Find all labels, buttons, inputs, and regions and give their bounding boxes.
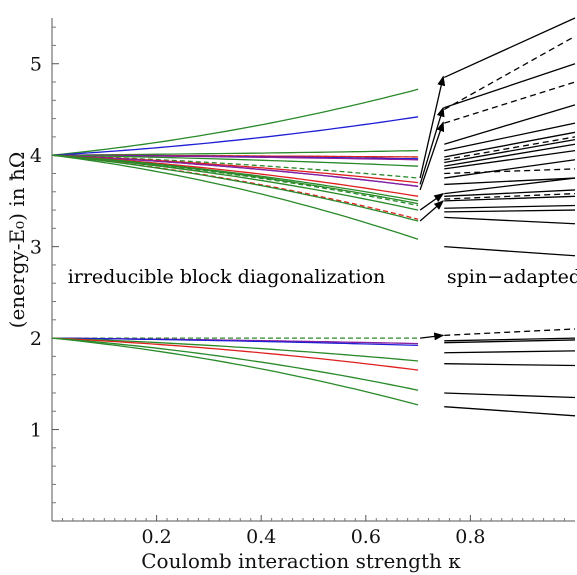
ibd-series-line	[51, 154, 419, 205]
ibd-series-line	[51, 337, 419, 406]
ci-series-line	[444, 131, 576, 158]
ibd-series-line	[52, 154, 419, 161]
ibd-series-line	[51, 154, 419, 167]
ibd-series-line	[51, 154, 419, 179]
ci-series-line	[444, 209, 576, 213]
ci-series-line	[444, 204, 576, 209]
x-tick-label: 0.6	[351, 526, 381, 548]
y-tick-label: 5	[30, 54, 42, 76]
x-axis-title: Coulomb interaction strength κ	[141, 549, 461, 573]
ci-series-line	[444, 195, 576, 202]
y-axis-title: (energy-E₀) in ħΩ	[5, 152, 29, 329]
ci-series-line	[444, 177, 576, 186]
ibd-series-line	[51, 337, 419, 347]
ibd-series-line	[51, 154, 419, 240]
y-tick-label: 4	[30, 145, 42, 167]
ci-series-line	[444, 149, 576, 170]
ci-series-line	[444, 216, 576, 225]
arrow-group	[419, 75, 446, 341]
ibd-series-line	[51, 337, 419, 371]
y-tick-label: 2	[30, 328, 42, 350]
ibd-series-group	[51, 88, 419, 406]
ibd-series-line	[51, 88, 419, 156]
annotation-ibd: irreducible block diagonalization	[68, 266, 386, 288]
x-tick-label: 0.4	[246, 526, 276, 548]
ci-series-line	[444, 337, 576, 342]
ci-series-line	[444, 168, 576, 175]
annotation-ci: spin−adapted CI	[447, 266, 577, 288]
connection-arrow	[419, 193, 445, 211]
ci-series-line	[444, 159, 576, 179]
ci-series-line	[444, 136, 576, 161]
ci-series-line	[443, 35, 576, 111]
connection-arrow	[419, 200, 445, 222]
ci-series-line	[444, 81, 576, 124]
ci-series-line	[444, 339, 576, 344]
ci-series-line	[444, 63, 576, 109]
y-tick-label: 3	[30, 237, 42, 259]
ibd-series-line	[51, 154, 419, 211]
connection-arrow	[419, 75, 446, 179]
ci-series-line	[444, 350, 576, 354]
x-tick-label: 0.8	[455, 526, 485, 548]
ibd-series-line	[51, 154, 419, 220]
ci-series-line	[444, 363, 576, 367]
ibd-series-line	[51, 116, 419, 156]
ci-series-line	[444, 122, 576, 152]
ci-series-line	[444, 406, 576, 417]
ibd-series-line	[51, 337, 419, 391]
ibd-series-line	[51, 154, 419, 222]
ibd-series-line	[51, 149, 419, 156]
ci-series-line	[444, 138, 576, 164]
ci-series-line	[444, 192, 576, 200]
ibd-series-line	[51, 154, 419, 187]
connection-arrow	[419, 121, 445, 191]
ci-series-line	[444, 245, 576, 257]
connection-arrow	[419, 106, 445, 185]
ci-series-line	[444, 177, 576, 195]
ci-series-line	[443, 17, 576, 79]
connection-arrow	[420, 332, 445, 341]
y-tick-label: 1	[30, 420, 42, 442]
ibd-series-line	[51, 154, 419, 207]
ci-series-line	[444, 189, 576, 197]
ci-series-line	[444, 143, 576, 167]
ci-series-line	[444, 104, 576, 145]
ci-series-line	[444, 328, 576, 336]
axes: 0.2 0.4 0.6 0.8 1 2 3 4 5	[30, 18, 575, 548]
ibd-series-line	[51, 337, 419, 362]
x-tick-label: 0.2	[141, 526, 171, 548]
ci-series-group	[443, 17, 576, 417]
ci-series-line	[444, 392, 576, 399]
